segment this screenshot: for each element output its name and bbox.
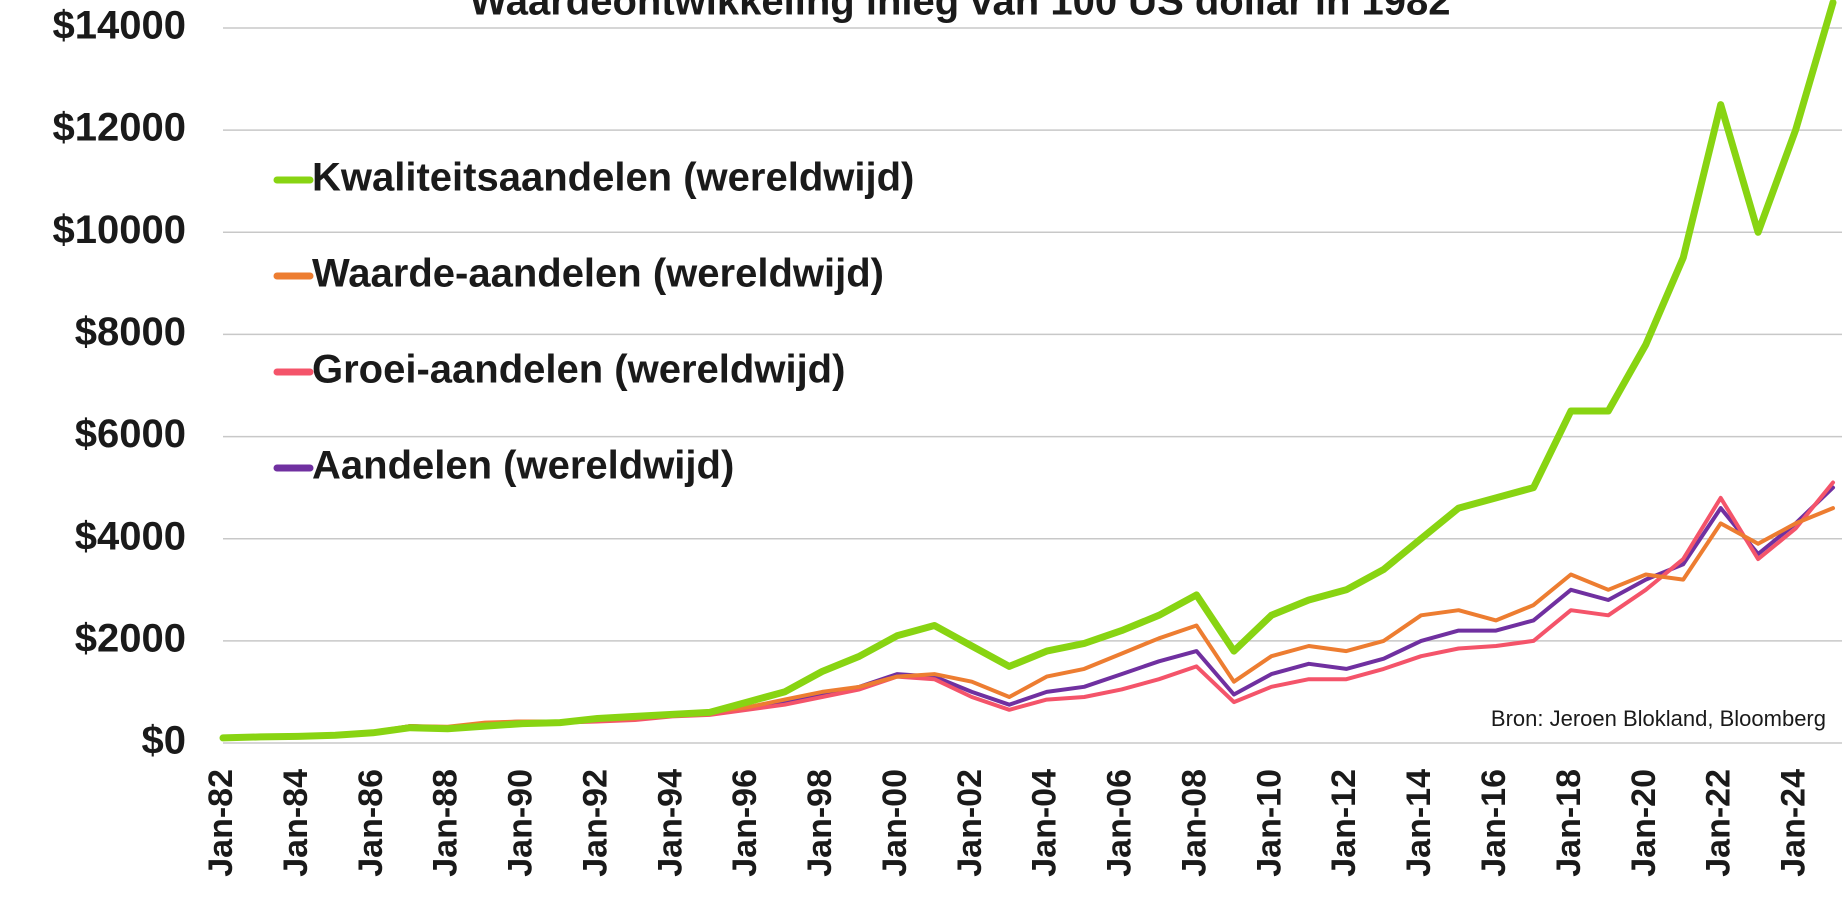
source-note: Bron: Jeroen Blokland, Bloomberg (1491, 706, 1826, 731)
legend-label: Kwaliteitsaandelen (wereldwijd) (312, 156, 914, 200)
x-tick-label: Jan-14 (1400, 769, 1438, 877)
x-tick-label: Jan-92 (576, 769, 614, 877)
x-tick-label: Jan-20 (1625, 769, 1663, 877)
x-tick-label: Jan-04 (1026, 769, 1064, 877)
y-tick-label: $12000 (53, 106, 186, 150)
x-tick-label: Jan-16 (1475, 769, 1513, 877)
x-tick-label: Jan-06 (1101, 769, 1139, 877)
chart-title: Waardeontwikkeling inleg van 100 US doll… (469, 0, 1450, 24)
x-tick-label: Jan-98 (801, 769, 839, 877)
y-tick-label: $10000 (53, 208, 186, 252)
x-tick-label: Jan-08 (1175, 769, 1213, 877)
x-tick-label: Jan-10 (1250, 769, 1288, 877)
x-tick-label: Jan-82 (202, 769, 240, 877)
x-tick-label: Jan-90 (502, 769, 540, 877)
x-tick-label: Jan-86 (352, 769, 390, 877)
x-tick-label: Jan-22 (1700, 769, 1738, 877)
legend-label: Aandelen (wereldwijd) (312, 444, 734, 488)
legend-label: Groei-aandelen (wereldwijd) (312, 348, 845, 392)
x-tick-label: Jan-96 (726, 769, 764, 877)
x-tick-label: Jan-94 (651, 769, 689, 877)
series-line (219, 0, 1837, 742)
x-tick-label: Jan-24 (1775, 769, 1813, 877)
y-tick-label: $0 (142, 719, 187, 763)
x-tick-label: Jan-88 (427, 769, 465, 877)
x-tick-label: Jan-02 (951, 769, 989, 877)
y-tick-label: $4000 (75, 514, 186, 558)
y-tick-label: $6000 (75, 412, 186, 456)
y-tick-label: $8000 (75, 310, 186, 354)
x-tick-label: Jan-84 (277, 769, 315, 877)
y-tick-label: $14000 (53, 4, 186, 48)
x-tick-label: Jan-18 (1550, 769, 1588, 877)
x-tick-label: Jan-12 (1325, 769, 1363, 877)
legend-label: Waarde-aandelen (wereldwijd) (312, 252, 884, 296)
y-tick-label: $2000 (75, 616, 186, 660)
x-tick-label: Jan-00 (876, 769, 914, 877)
